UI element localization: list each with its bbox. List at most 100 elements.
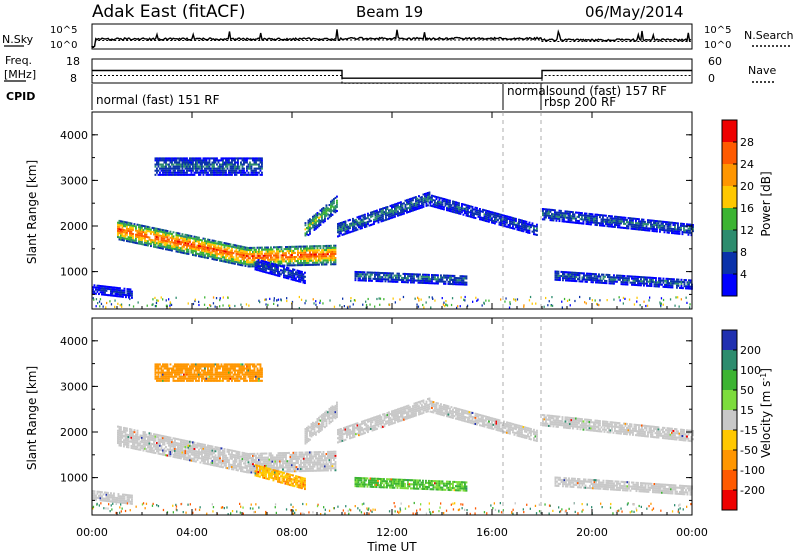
- velocity-echo-band-7: [555, 477, 693, 496]
- power-echo-band-6: [355, 271, 468, 286]
- cpid-mode-normal: normal (fast) 151 RF: [96, 93, 220, 107]
- power-colorbar-cell-0: [722, 120, 737, 142]
- noise-tick-bottom-left: 10^0: [50, 40, 77, 51]
- power-colorbar-tick-1: 24: [740, 158, 754, 171]
- time-tick-label-4: 16:00: [476, 526, 508, 539]
- power-colorbar-tick-4: 12: [740, 224, 754, 237]
- power-ytick-label-1: 3000: [60, 174, 88, 187]
- power-echo-layer: [92, 157, 694, 309]
- noise-tick-bottom-right: 10^0: [704, 40, 731, 51]
- time-tick-label-3: 12:00: [376, 526, 408, 539]
- cpid-mode-rbsp: rbsp 200 RF: [544, 95, 616, 109]
- power-echo-band-5: [155, 157, 263, 175]
- freq-tick-bottom: 8: [70, 72, 77, 85]
- time-axis-label: Time UT: [366, 540, 417, 554]
- time-tick-label-0: 00:00: [76, 526, 108, 539]
- velocity-echo-band-2: [337, 398, 430, 444]
- power-colorbar-tick-5: 8: [740, 246, 747, 259]
- power-echo-band-2: [337, 192, 430, 238]
- date-title: 06/May/2014: [585, 3, 683, 21]
- power-echo-band-8: [92, 284, 133, 299]
- velocity-echo-band-0: [117, 426, 336, 474]
- velocity-colorbar-tick-3: 15: [740, 404, 754, 417]
- velocity-colorbar-cell-0: [722, 330, 737, 350]
- power-ytick-label-0: 4000: [60, 129, 88, 142]
- power-colorbar-cell-5: [722, 230, 737, 252]
- time-tick-label-1: 04:00: [176, 526, 208, 539]
- power-echo-band-0: [117, 220, 336, 268]
- time-tick-label-6: 00:00: [676, 526, 708, 539]
- velocity-ylabel: Slant Range [km]: [25, 366, 39, 470]
- time-tick-label-5: 20:00: [576, 526, 608, 539]
- cpid-strip: CPID normal (fast) 151 RF normalsound (f…: [6, 84, 667, 110]
- power-ytick-label-3: 1000: [60, 266, 88, 279]
- velocity-colorbar-cell-2: [722, 370, 737, 390]
- nave-tick-bottom: 0: [708, 72, 715, 85]
- freq-unit: [MHz]: [4, 68, 36, 81]
- velocity-ytick-label-3: 1000: [60, 472, 88, 485]
- velocity-colorbar-title: Velocity [m s-1]: [759, 368, 773, 458]
- velocity-echo-band-6: [355, 477, 468, 492]
- power-colorbar-cell-7: [722, 274, 737, 296]
- power-echo-band-1: [305, 196, 338, 237]
- velocity-echo-band-1: [305, 402, 338, 445]
- velocity-colorbar-cell-5: [722, 430, 737, 450]
- nave-label: Nave: [748, 64, 776, 77]
- noise-right-label: N.Search: [744, 29, 794, 42]
- velocity-ytick-label-1: 3000: [60, 380, 88, 393]
- noise-tick-top-right: 10^5: [704, 25, 731, 36]
- velocity-colorbar-cell-3: [722, 390, 737, 410]
- power-panel: 4000 3000 2000 1000 Slant Range [km]: [25, 112, 694, 309]
- velocity-colorbar-tick-7: -200: [740, 484, 765, 497]
- power-echo-band-4: [542, 208, 694, 236]
- velocity-echo-band-8: [92, 490, 133, 505]
- velocity-colorbar-cell-7: [722, 470, 737, 490]
- power-colorbar-cell-6: [722, 252, 737, 274]
- velocity-echo-band-4: [542, 414, 694, 442]
- power-colorbar-tick-0: 28: [740, 136, 754, 149]
- noise-tick-top-left: 10^5: [50, 25, 77, 36]
- velocity-colorbar-tick-6: -100: [740, 464, 765, 477]
- velocity-ytick-label-0: 4000: [60, 335, 88, 348]
- velocity-colorbar-tick-5: -50: [740, 444, 758, 457]
- power-ylabel: Slant Range [km]: [25, 160, 39, 264]
- noise-left-label: N.Sky: [2, 33, 34, 46]
- power-echo-band-7: [555, 271, 693, 290]
- velocity-colorbar-tick-2: 50: [740, 384, 754, 397]
- velocity-colorbar-cell-4: [722, 410, 737, 430]
- velocity-colorbar-tick-1: 100: [740, 364, 761, 377]
- velocity-colorbar-cell-8: [722, 490, 737, 510]
- nave-tick-top: 60: [708, 55, 722, 68]
- power-colorbar-tick-6: 4: [740, 268, 747, 281]
- power-colorbar-tick-2: 20: [740, 180, 754, 193]
- station-title: Adak East (fitACF): [92, 2, 246, 22]
- time-tick-label-2: 08:00: [276, 526, 308, 539]
- velocity-colorbar-cell-1: [722, 350, 737, 370]
- velocity-panel: 4000 3000 2000 1000 Slant Range [km]: [25, 318, 694, 515]
- power-ytick-label-2: 2000: [60, 220, 88, 233]
- power-colorbar-cell-3: [722, 186, 737, 208]
- power-colorbar-tick-3: 16: [740, 202, 754, 215]
- freq-tick-top: 18: [66, 55, 80, 68]
- power-colorbar-cell-1: [722, 142, 737, 164]
- velocity-ytick-label-2: 2000: [60, 426, 88, 439]
- freq-strip: Freq. [MHz] 18 8 60 0 Nave: [4, 54, 776, 85]
- noise-strip: N.Sky 10^5 10^0 10^5 10^0 N.Search: [2, 24, 794, 51]
- velocity-colorbar-tick-4: -15: [740, 424, 758, 437]
- power-colorbar-cell-4: [722, 208, 737, 230]
- power-colorbar-cell-2: [722, 164, 737, 186]
- time-axis: 00:00 04:00 08:00 12:00 16:00 20:00 00:00: [76, 112, 708, 539]
- cpid-label: CPID: [6, 90, 35, 103]
- power-colorbar-title: Power [dB]: [759, 171, 773, 236]
- velocity-colorbar-cell-6: [722, 450, 737, 470]
- velocity-echo-band-3: [430, 400, 538, 442]
- beam-title: Beam 19: [356, 3, 423, 21]
- velocity-echo-layer: [92, 363, 694, 515]
- power-echo-band-3: [430, 195, 538, 236]
- power-colorbar: 28 24 20 16 12 8 4: [722, 120, 754, 296]
- velocity-echo-band-5: [155, 363, 263, 381]
- velocity-colorbar-tick-0: 200: [740, 344, 761, 357]
- freq-label: Freq.: [5, 54, 32, 67]
